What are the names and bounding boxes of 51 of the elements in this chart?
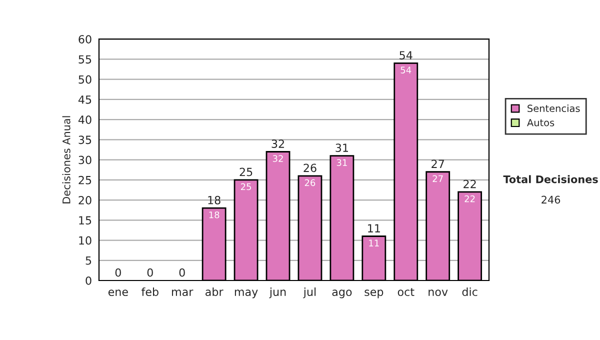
- y-tick-label: 55: [78, 55, 92, 64]
- total-label: 0: [179, 268, 185, 277]
- x-tick-label: mar: [172, 290, 194, 296]
- legend-label: Autos: [527, 119, 554, 126]
- x-tick-label: dic: [462, 287, 478, 296]
- y-tick-label: 50: [78, 75, 92, 84]
- x-tick-label: nov: [428, 290, 448, 296]
- y-axis-title: Decisiones Anual: [62, 116, 70, 204]
- total-label: 26: [304, 164, 316, 172]
- data-label: 11: [369, 240, 379, 246]
- x-tick-label: sep: [364, 290, 384, 298]
- data-label: 54: [400, 66, 412, 74]
- total-label: 25: [240, 168, 252, 176]
- data-label: 31: [336, 159, 347, 166]
- x-tick-label: jun: [269, 287, 286, 298]
- text: 246: [542, 196, 560, 204]
- y-tick-label: 20: [78, 196, 92, 204]
- data-label: 18: [209, 211, 220, 218]
- y-tick-label: 0: [86, 276, 92, 285]
- y-tick-label: 35: [78, 136, 92, 144]
- x-tick-label: may: [234, 290, 258, 298]
- x-tick-label: oct: [398, 288, 414, 296]
- x-tick-label: ago: [332, 290, 352, 298]
- text: Total Decisiones: [503, 175, 598, 184]
- data-label: 26: [304, 179, 316, 186]
- total-label: 27: [432, 160, 444, 168]
- y-tick-label: 25: [78, 176, 92, 184]
- x-tick-label: ene: [108, 290, 128, 296]
- total-label: 54: [400, 51, 412, 60]
- data-label: 22: [464, 195, 475, 202]
- total-label: 31: [336, 144, 348, 152]
- x-tick-label: jul: [303, 287, 316, 298]
- y-tick-label: 45: [78, 96, 92, 104]
- total-label: 0: [147, 268, 153, 277]
- total-label: 32: [272, 140, 284, 148]
- y-tick-label: 15: [79, 216, 92, 225]
- y-tick-label: 40: [78, 116, 92, 124]
- x-tick-label: feb: [142, 287, 158, 296]
- y-tick-label: 30: [78, 156, 92, 164]
- y-tick-label: 5: [86, 256, 92, 265]
- total-label: 22: [464, 180, 476, 188]
- x-tick-label: abr: [206, 287, 224, 296]
- y-tick-label: 10: [79, 236, 92, 245]
- total-label: 18: [208, 196, 220, 204]
- total-label: 11: [368, 224, 380, 232]
- total-label: 0: [115, 268, 121, 277]
- data-label: 32: [272, 155, 283, 162]
- legend-label: Sentencias: [528, 104, 580, 112]
- y-tick-label: 60: [78, 35, 92, 44]
- data-label: 27: [432, 175, 443, 182]
- data-label: 25: [240, 183, 252, 190]
